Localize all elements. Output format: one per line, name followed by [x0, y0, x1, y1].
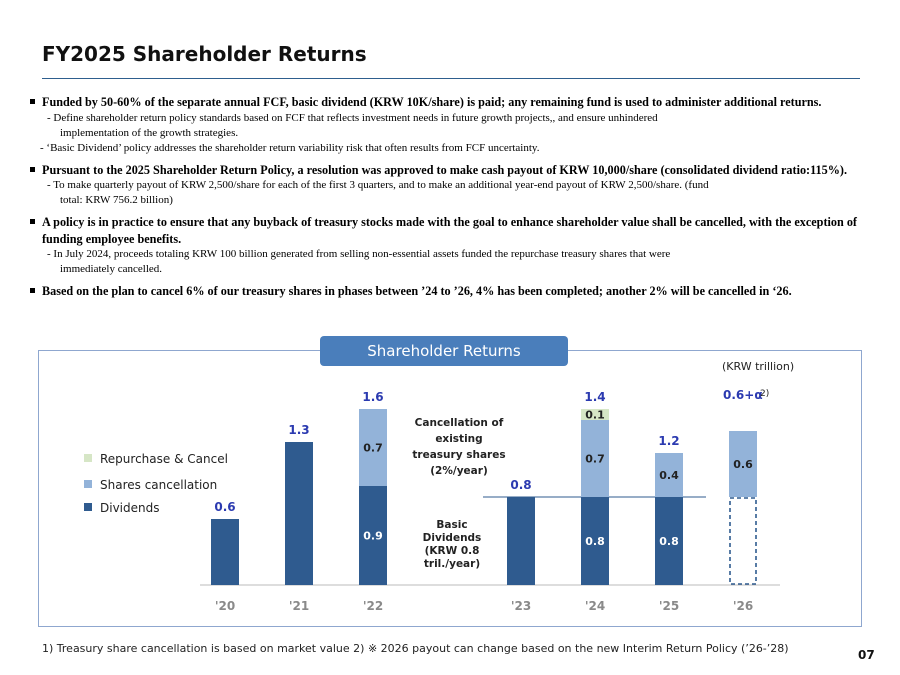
bar-shares-cancellation-4 [581, 420, 609, 497]
cancellation-annotation: treasury shares [412, 449, 505, 461]
bullet-2-sub-1: - To make quarterly payout of KRW 2,500/… [47, 179, 709, 206]
bar-dividends-4 [581, 497, 609, 585]
bar-total-label: 0.6 [214, 500, 235, 514]
x-tick-label: '20 [215, 599, 235, 613]
bullet-2: Pursuant to the 2025 Shareholder Return … [28, 162, 888, 179]
x-tick-label: '21 [289, 599, 309, 613]
bar-total-label: 1.4 [584, 390, 605, 404]
bar-total-label: 1.3 [288, 423, 309, 437]
basic-dividend-annotation: tril./year) [424, 558, 480, 570]
x-tick-label: '22 [363, 599, 383, 613]
legend-label: Shares cancellation [100, 478, 217, 492]
legend-label: Dividends [100, 501, 159, 515]
bar-value-label: 0.9 [363, 530, 383, 543]
bullet-4-text: Based on the plan to cancel 6% of our tr… [42, 284, 792, 298]
bar-value-label: 0.4 [659, 469, 679, 482]
bar-repurchase-cancel-4 [581, 409, 609, 420]
legend-label: Repurchase & Cancel [100, 452, 228, 466]
x-tick-label: '25 [659, 599, 679, 613]
legend-swatch-repurchase-cancel [84, 454, 92, 462]
bar-total-label: 0.8 [510, 478, 531, 492]
x-tick-label: '24 [585, 599, 605, 613]
x-tick-label: '26 [733, 599, 753, 613]
basic-dividend-annotation: Dividends [423, 532, 482, 544]
footnote: 1) Treasury share cancellation is based … [42, 642, 789, 655]
page-title: FY2025 Shareholder Returns [42, 42, 367, 66]
bar-shares-cancellation-5 [655, 453, 683, 497]
bullet-1-sub-2: - ‘Basic Dividend’ policy addresses the … [40, 141, 540, 154]
cancellation-annotation: existing [435, 433, 482, 445]
bar-value-label: 0.1 [585, 409, 605, 422]
bullet-3: A policy is in practice to ensure that a… [28, 214, 888, 247]
title-divider [42, 78, 860, 79]
bar-value-label: 0.8 [585, 535, 605, 548]
bar-total-label: 0.6+α [723, 388, 763, 402]
bullet-4: Based on the plan to cancel 6% of our tr… [28, 283, 888, 300]
unit-label: (KRW trillion) [722, 360, 795, 373]
bullet-1: Funded by 50-60% of the separate annual … [28, 94, 888, 111]
bullet-2-text: Pursuant to the 2025 Shareholder Return … [42, 162, 848, 177]
legend-swatch-dividends [84, 503, 92, 511]
bar-value-label: 0.8 [659, 535, 679, 548]
bar-dividends-5 [655, 497, 683, 585]
cancellation-annotation: Cancellation of [415, 417, 504, 429]
bar-dividends-0 [211, 519, 239, 585]
bar-dividends-3 [507, 497, 535, 585]
bullet-1-text: Funded by 50-60% of the separate annual … [42, 95, 822, 109]
x-tick-label: '23 [511, 599, 531, 613]
bar-dividends-2026-placeholder [729, 497, 757, 585]
cancellation-annotation: (2%/year) [430, 465, 488, 477]
bar-shares-cancellation-2 [359, 409, 387, 486]
basic-dividend-annotation: Basic [436, 519, 467, 531]
bar-value-label: 0.7 [363, 442, 383, 455]
bar-value-label: 0.6 [733, 458, 753, 471]
bullet-list: Funded by 50-60% of the separate annual … [28, 88, 888, 300]
bar-value-label: 0.7 [585, 453, 605, 466]
chart-title: Shareholder Returns [320, 336, 568, 366]
bullet-3-text: A policy is in practice to ensure that a… [42, 215, 857, 246]
page-number: 07 [858, 648, 875, 662]
bullet-1-sub-1: - Define shareholder return policy stand… [47, 111, 658, 139]
bar-total-label: 1.6 [362, 390, 383, 404]
bar-dividends-1 [285, 442, 313, 585]
bar-dividends-2 [359, 486, 387, 585]
footnote-marker: 2) [760, 389, 769, 399]
basic-dividend-annotation: (KRW 0.8 [425, 545, 480, 557]
bar-shares-cancellation-6 [729, 431, 757, 497]
bar-total-label: 1.2 [658, 434, 679, 448]
legend-swatch-shares-cancellation [84, 480, 92, 488]
bullet-3-sub-1: - In July 2024, proceeds totaling KRW 10… [47, 248, 671, 275]
